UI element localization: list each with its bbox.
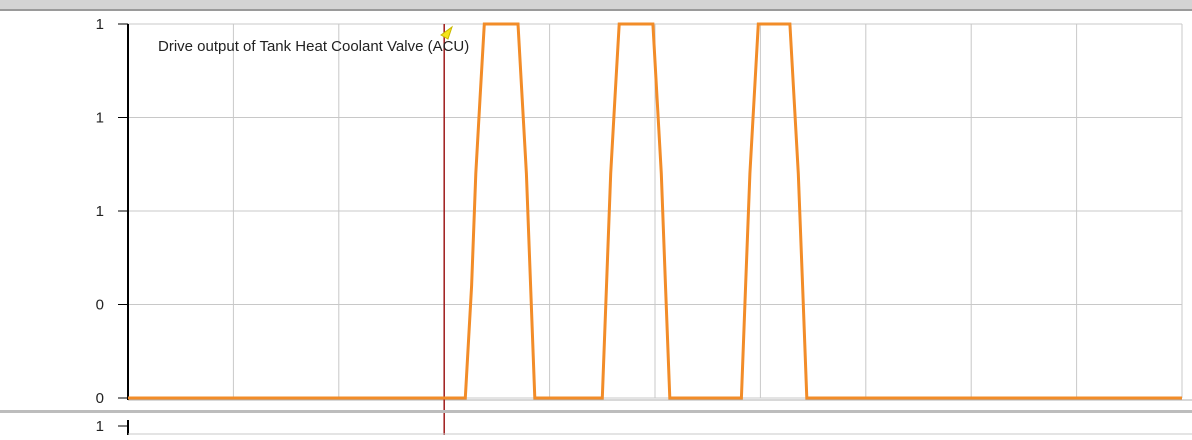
y-tick-label: 1 [96,16,104,33]
y-tick-label: 0 [96,390,104,407]
y-tick-label: 1 [96,110,104,127]
y-axis-ticks: 1 1 1 0 0 [96,16,128,407]
top-panel-border [0,0,1192,10]
bottom-panel-tick-label: 1 [96,418,104,435]
cursor-marker-icon [440,25,453,40]
chart-title: Drive output of Tank Heat Coolant Valve … [158,38,469,55]
y-tick-label: 0 [96,297,104,314]
y-tick-label: 1 [96,203,104,220]
top-panel-divider [0,9,1192,11]
panel-separator [0,410,1192,413]
grid-lines [128,23,1192,401]
series-line-valve-drive-output [128,22,1182,400]
